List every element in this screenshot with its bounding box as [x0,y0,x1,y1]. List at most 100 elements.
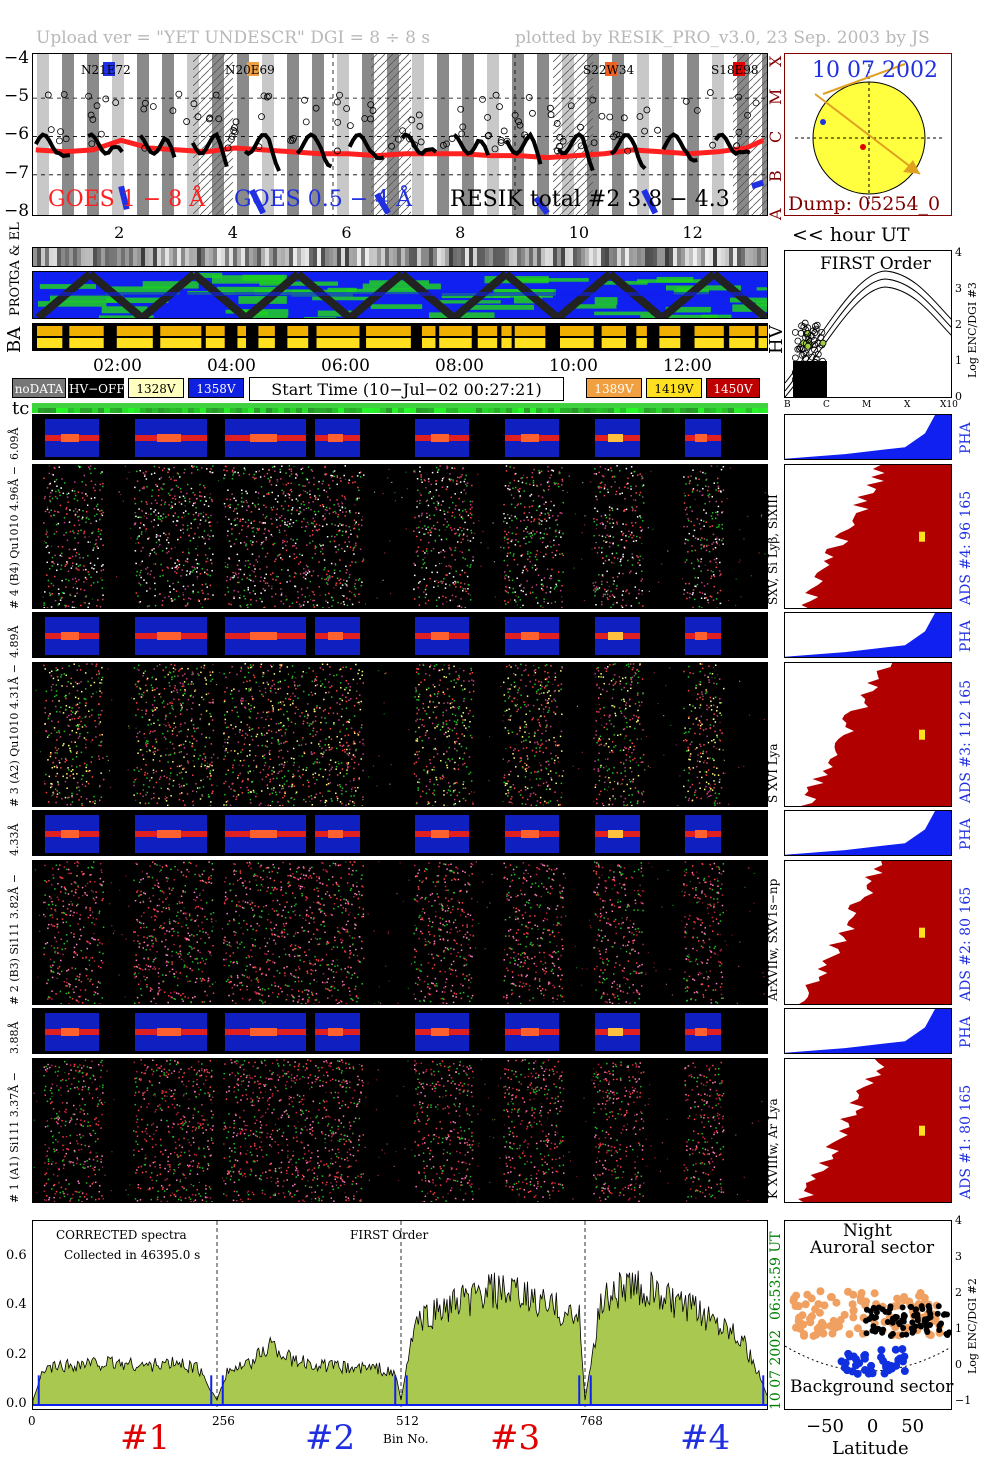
active-region-blue [820,119,826,125]
resik-point [496,103,503,110]
resik-point [484,114,491,121]
latitude-ticks: −50 0 50 [806,1416,925,1437]
resik-point [260,92,268,100]
legend-1450v: 1450V [706,378,760,398]
resik-point [367,101,375,109]
side-pha-histogram [784,1008,952,1054]
spectrum-x-tick: 512 [396,1414,419,1428]
spectrum-date: 10 07 2002 [768,1329,784,1410]
goes-054-label: GOES 0.5 − 4 Å [234,187,413,212]
upload-version: Upload ver = "YET UNDESCR" DGI = 8 ÷ 8 s [36,28,431,48]
resik-point [232,118,240,126]
resik-point [459,123,467,131]
resik-point [497,139,505,146]
resik-point [230,127,238,134]
resik-point [212,91,220,99]
resik-point [706,89,714,96]
resik-point [443,140,450,148]
pha-label: PHA [958,818,974,850]
legend-nodata: noDATA [12,378,66,398]
resik-segment [87,132,124,156]
spectrum-plot [33,1221,767,1409]
region-label: N20E69 [225,63,275,77]
resik-point [334,98,341,106]
channel-range-label: # 4 (B4) Qu1010 4.96Å − [8,465,21,609]
resik-point [87,111,95,119]
ads-label: ADS #3: 112 165 [958,679,974,803]
resik-point [556,133,564,141]
resik-point [733,142,741,150]
resik-segment [557,132,595,172]
side-pha-histogram [784,414,952,460]
pha-strip [32,1008,768,1054]
goes-054-segment [533,196,550,215]
side-pha-histogram [784,810,952,856]
resik-point [485,131,493,139]
resik-point [169,107,177,115]
latitude-panel [784,1220,952,1410]
night-label: Night [843,1221,892,1241]
resik-point [265,92,273,100]
resik-point [289,136,296,144]
fo-y-tick: 1 [955,354,962,367]
spectrum-channel-label: #1 [120,1418,171,1458]
resik-point [55,137,63,145]
pha-strip [32,810,768,856]
hour-ut-label: << hour UT [792,224,910,246]
spectrum-y-tick: 0.0 [6,1396,27,1411]
resik-point [598,112,606,120]
fo-x-tick: M [862,400,872,410]
region-label: S22W34 [583,63,634,77]
pha-wavelength-label: 3.88Å [8,1021,21,1054]
goes-lightcurve-panel: N21E72 N20E69 S22W34 S18E98 [32,53,768,216]
resik-point [735,128,743,136]
resik-point [497,136,505,144]
time-tick: 08:00 [435,356,484,376]
resik-point [149,103,157,110]
resik-segment [34,132,71,158]
spectrum-time: 06:53:59 UT [768,1231,784,1320]
legend-hv-off: HV−OFF [68,378,125,398]
legend-1419v: 1419V [646,378,702,398]
latitude-y-tick: 2 [955,1286,962,1299]
raster-panel [32,464,768,609]
resik-segment [504,131,543,165]
ba-label: BA [4,326,25,353]
resik-segment [661,132,698,163]
resik-point [491,145,499,153]
spectrum-x-tick: 256 [212,1414,235,1428]
resik-point [620,114,628,122]
resik-segment [138,134,177,159]
goes-y-tick: −5 [4,86,30,107]
resik-point [589,96,597,104]
resik-point [735,93,743,101]
tc-strip [32,403,768,413]
resik-point [224,144,232,152]
resik-point [206,114,214,122]
resik-point [577,142,585,150]
resik-point [258,113,265,121]
resik-point [752,99,760,107]
resik-point [231,128,239,136]
goes-class: X [766,55,785,67]
resik-point [567,102,575,110]
resik-point [194,113,202,121]
latitude-y-label: Log ENC/DGI #2 [966,1278,979,1374]
resik-point [417,138,425,146]
auroral-sector-label: Auroral sector [810,1238,935,1258]
ba-strip [32,323,768,351]
spectrum-y-tick: 0.2 [6,1346,27,1362]
resik-point [97,130,105,138]
resik-point [709,141,717,149]
resik-point [57,128,64,136]
first-order-plot [785,270,951,397]
hour-tick: 12 [682,223,703,242]
legend-1358v: 1358V [188,378,244,398]
goes-054-segment [750,179,765,190]
resik-point [287,137,295,144]
spectral-lines-label: SXV, Si Lyβ, SiXIII [766,494,780,605]
region-label: S18E98 [711,63,759,77]
pha-wavelength-label: 4.89Å [8,625,21,658]
resik-point [334,118,342,126]
resik-point [141,144,149,152]
